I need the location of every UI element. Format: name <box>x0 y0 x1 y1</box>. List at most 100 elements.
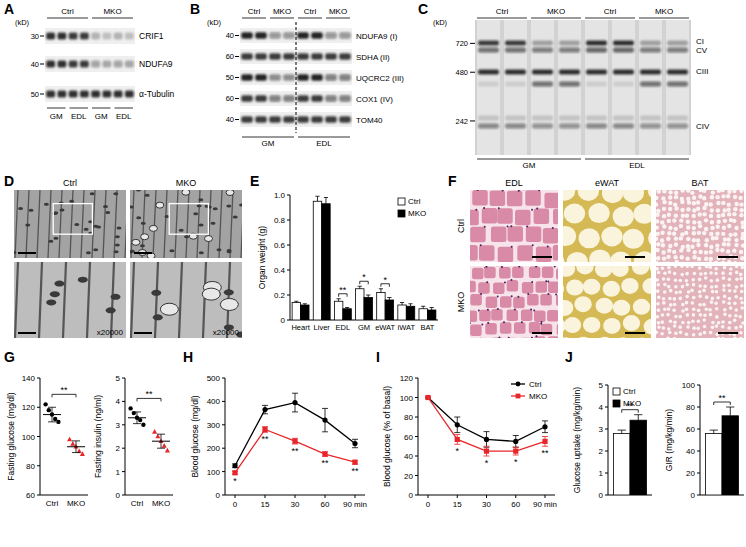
swollen-mitochondrion <box>160 303 178 315</box>
myofiber <box>493 282 505 294</box>
lipid-droplet <box>693 250 697 254</box>
band <box>613 48 634 53</box>
mitochondrion <box>25 223 30 226</box>
marker-tick <box>235 56 239 57</box>
y-tick-label: 0 <box>116 491 121 500</box>
lipid-droplet <box>741 321 744 325</box>
bar <box>377 293 385 321</box>
lipid-droplet <box>663 307 667 311</box>
y-tick <box>697 473 700 474</box>
band <box>69 90 78 97</box>
myofiber <box>499 267 511 279</box>
band <box>339 95 351 102</box>
lane-line <box>585 18 635 19</box>
myofiber <box>479 245 495 261</box>
lipid-droplet <box>710 208 714 212</box>
band <box>255 53 267 60</box>
mitochondrion <box>116 226 121 229</box>
band <box>505 82 526 87</box>
band <box>339 53 351 60</box>
band <box>46 60 55 67</box>
marker <box>292 400 297 405</box>
mitochondrion <box>233 215 238 218</box>
lipid-droplet <box>686 197 690 201</box>
lipid-droplet <box>667 231 671 235</box>
panel-label: J <box>565 349 573 365</box>
panel-label: I <box>376 349 380 365</box>
marker-tick <box>235 35 239 36</box>
band <box>559 82 580 87</box>
lipid-droplet <box>728 233 732 237</box>
x-tick-label: 15 <box>453 500 462 509</box>
lipid-droplet <box>684 231 688 235</box>
lipid-droplet <box>681 309 685 313</box>
y-tick <box>122 424 125 425</box>
band-label: CI <box>696 37 704 46</box>
y-tick-label: 1.0 <box>274 191 286 200</box>
lipid-droplet <box>667 266 671 269</box>
lipid-droplet <box>686 207 690 211</box>
band <box>102 90 111 97</box>
lipid-droplet <box>656 213 660 217</box>
lipid-droplet <box>678 290 682 294</box>
zoom-box <box>169 204 208 235</box>
lipid-droplet <box>680 200 684 204</box>
panel-label: B <box>190 1 200 17</box>
lipid-droplet <box>685 295 689 299</box>
gel-lane <box>585 20 608 155</box>
lipid-droplet <box>674 195 678 199</box>
marker <box>542 439 547 444</box>
band <box>667 70 688 75</box>
band <box>325 95 337 102</box>
lipid-droplet <box>679 224 683 228</box>
lipid-droplet <box>661 320 665 324</box>
lipid-droplet <box>698 332 702 336</box>
band <box>91 90 100 97</box>
lane-line <box>585 159 689 160</box>
lipid-droplet <box>673 203 677 207</box>
lipid-droplet <box>691 319 695 323</box>
y-tick <box>37 436 40 437</box>
marker <box>162 443 167 448</box>
lane-line <box>298 18 322 19</box>
y-tick-label: 2 <box>116 444 121 453</box>
lipid-droplet <box>681 321 685 325</box>
marker <box>425 395 430 400</box>
z-line <box>114 190 117 258</box>
lipid-droplet <box>727 338 731 339</box>
lipid-droplet <box>728 289 732 293</box>
bar <box>343 309 351 320</box>
lipid-droplet <box>741 225 744 229</box>
lipid-droplet <box>667 248 671 252</box>
nucleus <box>531 337 533 338</box>
swollen-mitochondrion <box>220 298 238 310</box>
scale-bar <box>134 252 152 254</box>
nucleus <box>554 266 556 267</box>
lipid-droplet <box>662 301 666 305</box>
myofiber <box>508 226 524 242</box>
micrograph <box>130 190 242 258</box>
lipid-droplet <box>663 271 667 275</box>
adipocyte <box>648 190 651 200</box>
lipid-droplet <box>715 324 719 328</box>
lipid-droplet <box>668 190 672 194</box>
z-line <box>59 190 62 258</box>
chart: 012345Fasting insulin (ng/ml)CtrlMKO** <box>93 374 173 508</box>
y-axis <box>225 378 226 495</box>
lipid-droplet <box>674 278 678 282</box>
myofiber <box>470 210 479 226</box>
mitochondrion <box>184 235 189 238</box>
tissue-bg <box>656 190 744 262</box>
myofiber <box>548 282 558 294</box>
error-bar <box>157 434 165 448</box>
band <box>241 53 253 60</box>
gel-lane <box>612 20 635 155</box>
lipid-droplet <box>704 243 708 247</box>
adipocyte <box>601 227 622 247</box>
legend-marker <box>516 394 521 399</box>
lipid-droplet <box>734 226 738 230</box>
adipocyte <box>563 281 564 297</box>
x-tick <box>265 495 266 498</box>
myofiber <box>534 311 546 323</box>
x-tick-label: GM <box>358 323 370 332</box>
